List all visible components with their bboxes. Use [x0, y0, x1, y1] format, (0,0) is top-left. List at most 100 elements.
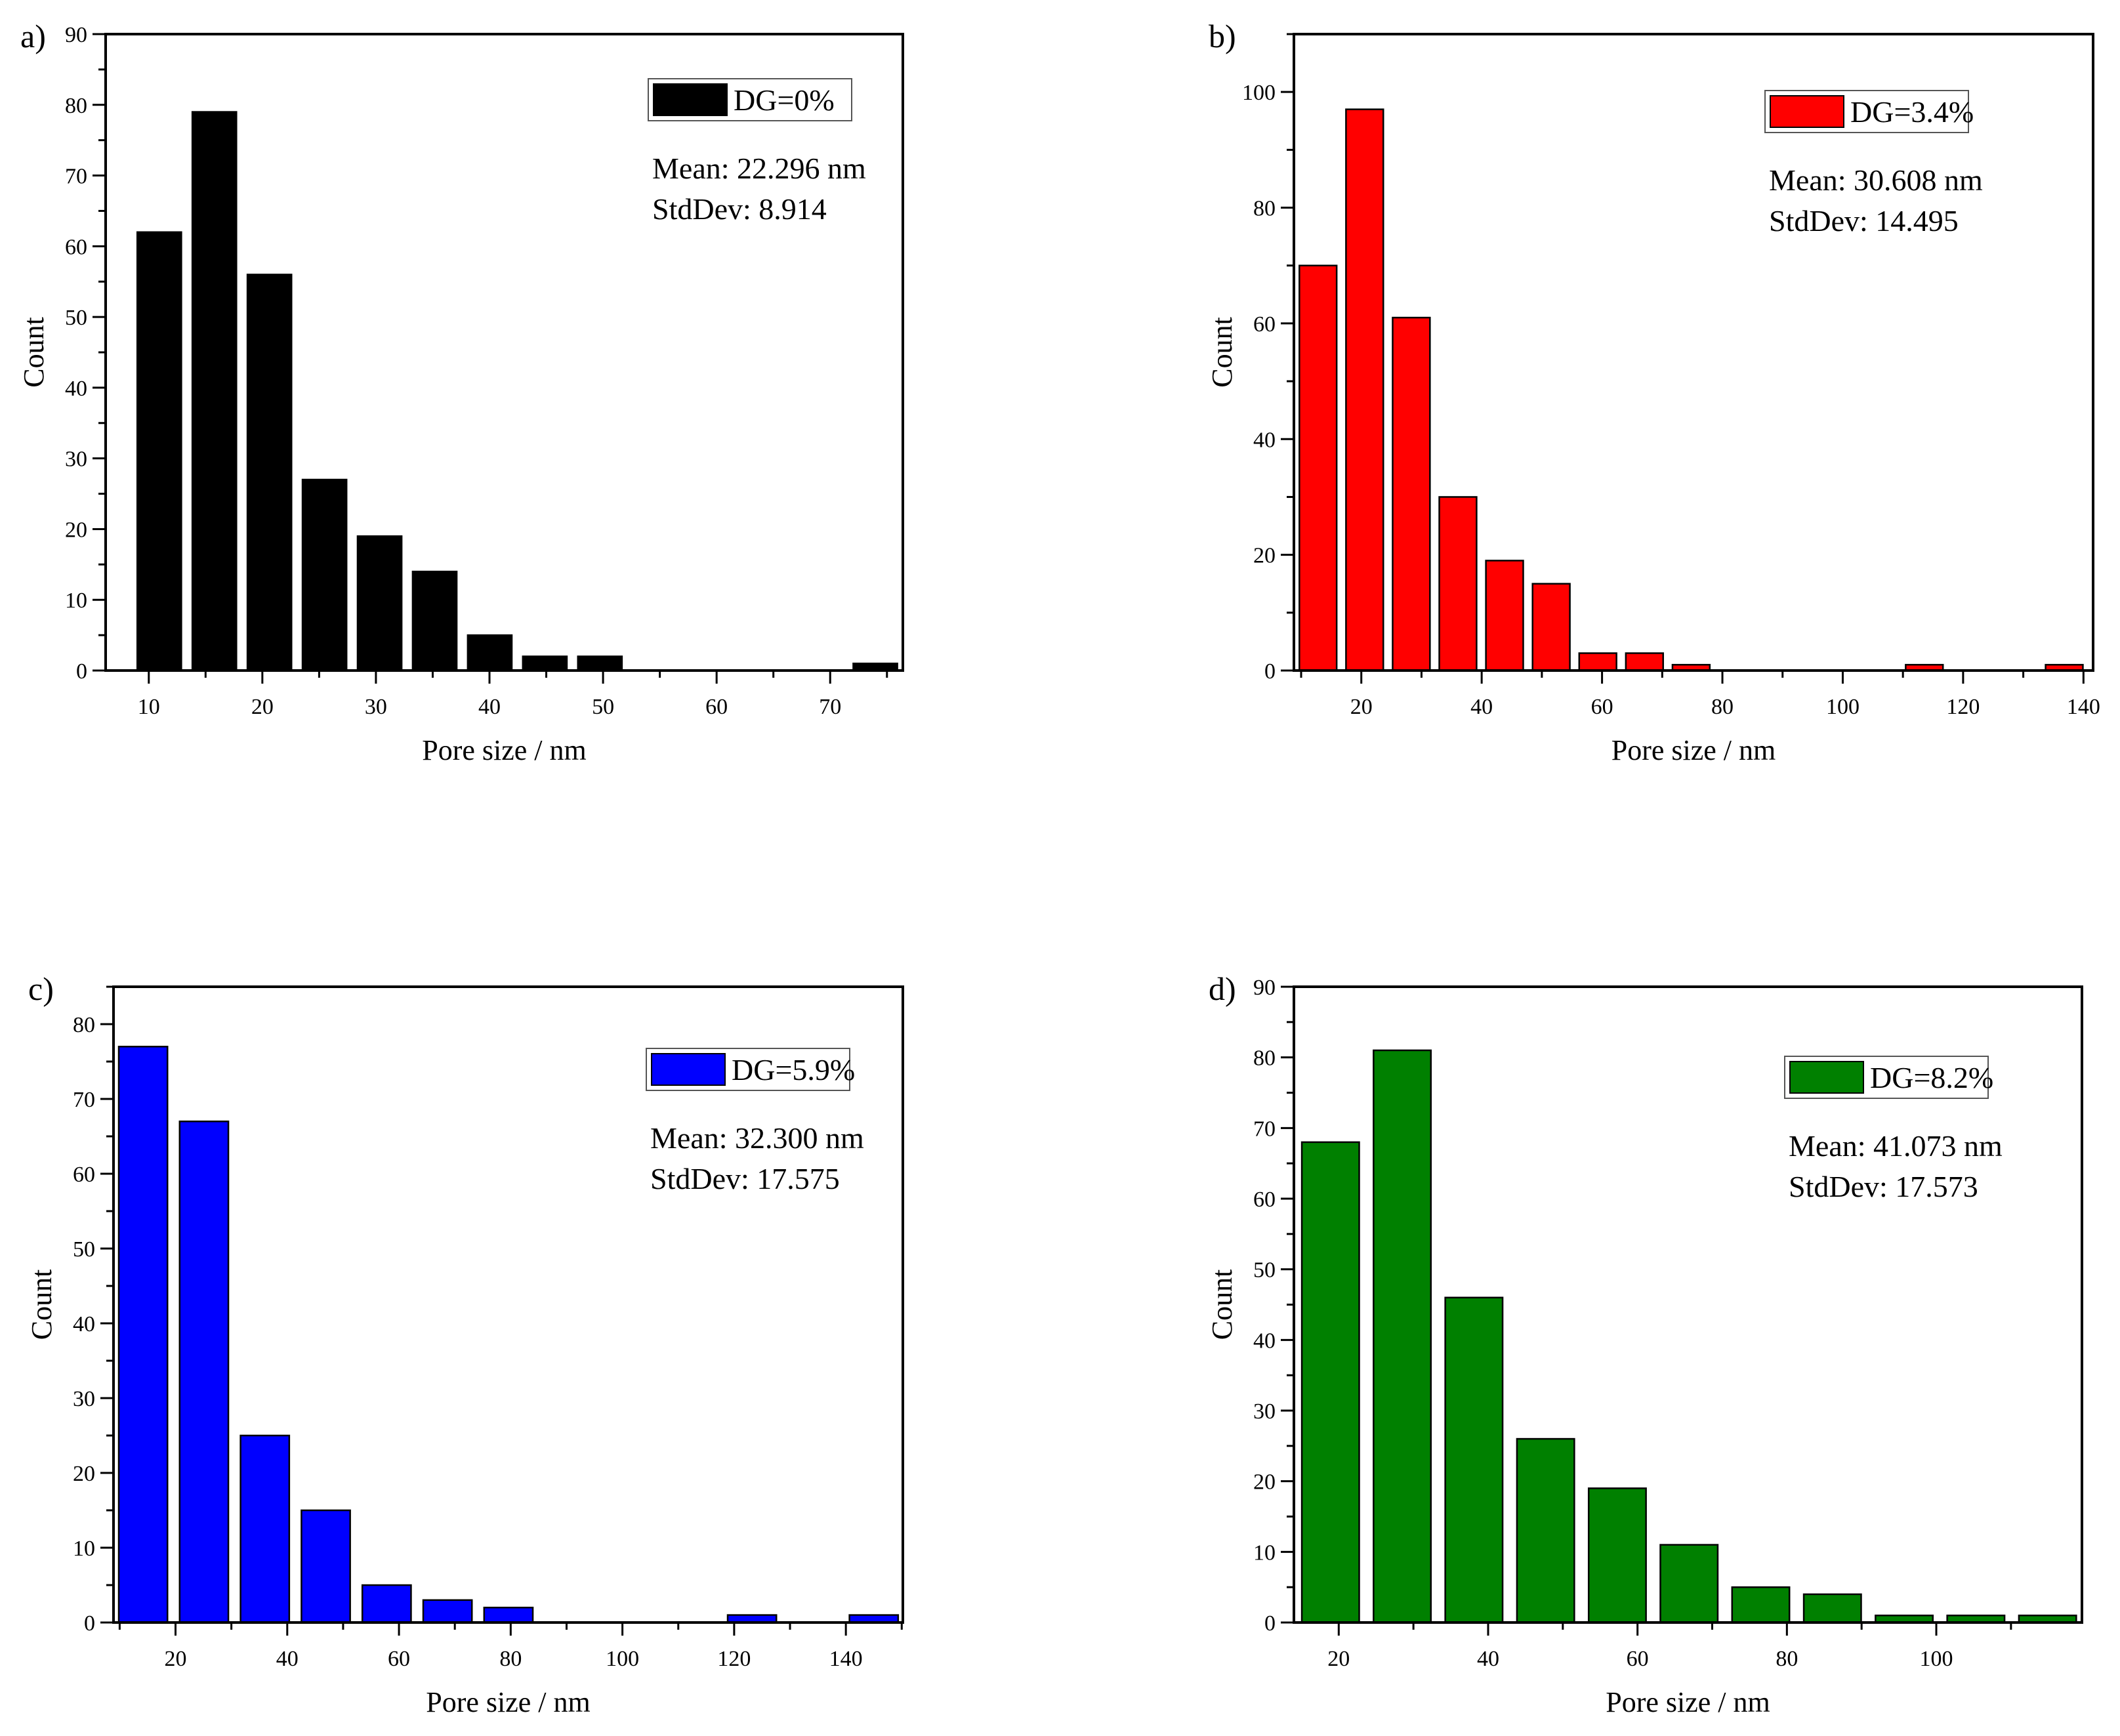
y-tick-label: 60 — [1253, 1188, 1276, 1212]
panel-c: 20 40 60 80 100 120 140 0 10 20 30 40 50 60 70 80 Pore s… — [26, 970, 904, 1718]
histogram-bar — [522, 655, 568, 672]
histogram-bar — [361, 1584, 412, 1624]
x-tick-label: 100 — [606, 1647, 639, 1671]
plot-frame — [112, 985, 904, 1624]
legend-swatch — [653, 83, 728, 116]
histogram-bar — [577, 655, 623, 672]
panel-label: d) — [1209, 970, 1236, 1007]
histogram-bar — [1299, 264, 1338, 672]
y-tick-label: 70 — [65, 165, 87, 189]
x-tick-label: 80 — [1711, 695, 1734, 719]
histogram-bar — [136, 231, 182, 672]
mean-annotation: Mean: 22.296 nm — [652, 152, 866, 185]
y-tick-label: 80 — [65, 94, 87, 118]
y-axis-label: Count — [26, 1270, 58, 1340]
x-tick-label: 20 — [251, 695, 274, 719]
y-tick-label: 50 — [73, 1237, 95, 1262]
histogram-bar — [1345, 108, 1384, 672]
y-tick-label: 60 — [73, 1163, 95, 1187]
histogram-bar — [1659, 1544, 1719, 1624]
x-tick-label: 100 — [1826, 695, 1860, 719]
y-axis-label: Count — [18, 317, 50, 388]
x-tick-label: 20 — [1327, 1647, 1350, 1671]
y-tick-label: 40 — [1253, 1329, 1276, 1353]
histogram-bar — [117, 1045, 169, 1624]
y-tick-label: 60 — [1253, 312, 1276, 337]
legend-label: DG=0% — [734, 83, 835, 117]
histogram-bar — [1373, 1049, 1432, 1624]
y-tick-label: 80 — [1253, 197, 1276, 221]
histogram-bar — [301, 478, 348, 672]
x-tick-label: 60 — [1627, 1647, 1649, 1671]
y-tick-label: 10 — [1253, 1540, 1276, 1565]
histogram-bar — [1531, 583, 1571, 672]
stddev-annotation: StdDev: 17.575 — [650, 1162, 840, 1195]
mean-annotation: Mean: 41.073 nm — [1789, 1129, 2003, 1163]
panel-d: 20 40 60 80 100 0 10 20 30 40 50 60 70 80 90 Pore size … — [1206, 970, 2083, 1718]
legend-label: DG=5.9% — [732, 1053, 855, 1086]
mean-annotation: Mean: 30.608 nm — [1769, 163, 1983, 197]
histogram-bar — [1587, 1487, 1647, 1624]
histogram-bar — [1300, 1141, 1360, 1624]
panel-a: 10 20 30 40 50 60 70 0 10 20 30 40 50 60 70 80 90 Pore si… — [18, 18, 904, 766]
histogram-bar — [301, 1509, 351, 1624]
x-tick-label: 20 — [1350, 695, 1373, 719]
histogram-bar — [1485, 560, 1524, 672]
y-tick-label: 10 — [65, 589, 87, 613]
y-tick-label: 40 — [1253, 428, 1276, 452]
legend-swatch — [651, 1053, 726, 1086]
y-tick-label: 40 — [65, 377, 87, 401]
x-tick-label: 120 — [1946, 695, 1980, 719]
histogram-bar — [1578, 652, 1617, 672]
y-tick-label: 0 — [76, 659, 87, 684]
x-tick-label: 40 — [478, 695, 501, 719]
mean-annotation: Mean: 32.300 nm — [650, 1121, 864, 1155]
x-tick-label: 140 — [829, 1647, 863, 1671]
plot-frame — [1293, 33, 2094, 672]
legend-swatch — [1770, 95, 1844, 128]
y-axis-label: Count — [1206, 317, 1238, 388]
x-tick-label: 60 — [1591, 695, 1613, 719]
y-tick-label: 20 — [1253, 544, 1276, 568]
x-tick-label: 20 — [165, 1647, 187, 1671]
histogram-bar — [411, 570, 458, 672]
histogram-bar — [178, 1120, 230, 1624]
histogram-bar — [1731, 1586, 1791, 1624]
x-tick-label: 40 — [276, 1647, 299, 1671]
y-tick-label: 0 — [1264, 1611, 1276, 1636]
stddev-annotation: StdDev: 8.914 — [652, 192, 827, 226]
panel-label: c) — [28, 970, 54, 1007]
y-tick-label: 20 — [73, 1462, 95, 1486]
x-tick-label: 30 — [365, 695, 387, 719]
y-tick-label: 20 — [1253, 1470, 1276, 1495]
histogram-bar — [1392, 316, 1431, 672]
histogram-bar — [239, 1434, 291, 1624]
legend-swatch — [1789, 1061, 1864, 1094]
y-tick-label: 30 — [1253, 1399, 1276, 1424]
stddev-annotation: StdDev: 14.495 — [1769, 204, 1959, 238]
x-tick-label: 10 — [138, 695, 160, 719]
y-tick-label: 20 — [65, 518, 87, 542]
x-tick-label: 50 — [592, 695, 614, 719]
histogram-bar — [191, 111, 238, 672]
x-tick-label: 140 — [2067, 695, 2100, 719]
y-tick-label: 90 — [65, 23, 87, 47]
stddev-annotation: StdDev: 17.573 — [1789, 1170, 1978, 1203]
y-tick-label: 90 — [1253, 976, 1276, 1000]
x-axis-label: Pore size / nm — [422, 734, 587, 766]
y-tick-label: 0 — [84, 1611, 95, 1636]
y-tick-label: 50 — [1253, 1258, 1276, 1283]
histogram-bar — [1625, 652, 1664, 672]
y-tick-label: 30 — [73, 1387, 95, 1411]
histogram-bar — [467, 634, 513, 672]
y-tick-label: 70 — [1253, 1117, 1276, 1141]
x-axis-label: Pore size / nm — [1606, 1686, 1770, 1718]
y-tick-label: 10 — [73, 1537, 95, 1561]
x-tick-label: 60 — [705, 695, 728, 719]
y-tick-label: 50 — [65, 306, 87, 330]
panel-b: 20 40 60 80 100 120 140 0 20 40 60 80 100 Pore size /… — [1206, 18, 2100, 766]
histogram-bar — [422, 1599, 473, 1624]
histogram-bar — [356, 535, 403, 672]
x-tick-label: 40 — [1477, 1647, 1499, 1671]
